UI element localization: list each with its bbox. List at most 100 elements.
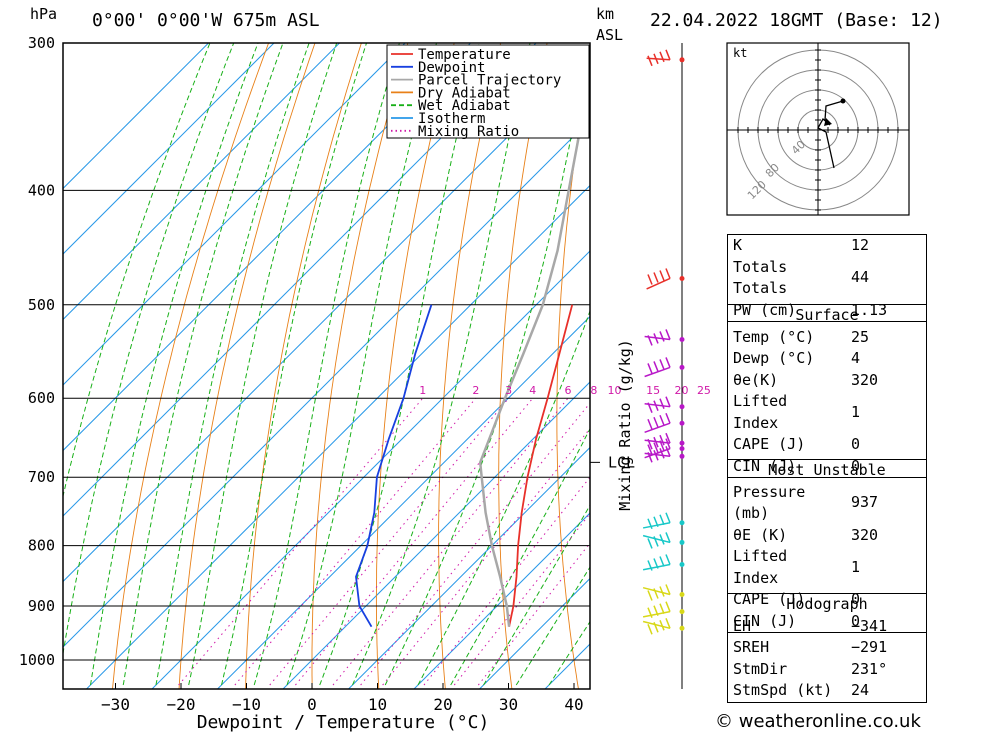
hodograph-endpoint <box>840 98 846 104</box>
y-tick-label: 600 <box>28 389 55 407</box>
wet-adiabat-line <box>63 43 211 498</box>
index-row: K 12 <box>728 235 927 257</box>
mixing-ratio-tick-label: 3 <box>505 384 512 397</box>
most-unstable-row: θE (K) 320 <box>728 525 927 547</box>
row-value: 320 <box>851 370 879 389</box>
isotherm-line <box>347 446 590 689</box>
dry-adiabat-line <box>965 26 1000 690</box>
wind-barb <box>642 584 671 601</box>
row-label: Dewp (°C) <box>733 349 815 367</box>
row-value: 12 <box>851 236 870 254</box>
legend-label: Temperature <box>418 47 511 63</box>
dry-adiabat-line <box>438 43 502 689</box>
isotherm-line <box>282 381 590 689</box>
hodograph-table: Hodograph EH −341 SREH −291 StmDir 231° StmSpd… <box>727 593 927 703</box>
wet-adiabat-line <box>188 43 338 686</box>
row-label: StmDir <box>733 659 788 678</box>
wind-barb <box>642 532 671 549</box>
surface-row: Lifted Index 1 <box>728 391 927 434</box>
dry-adiabat-line <box>311 43 409 689</box>
isotherm-line <box>85 184 590 689</box>
wind-point <box>679 336 685 342</box>
wet-adiabat-line <box>221 43 368 686</box>
wind-point <box>679 625 685 631</box>
dry-adiabat-line <box>498 43 548 689</box>
row-value: 0 <box>851 611 861 630</box>
legend-box <box>386 44 590 139</box>
height-unit-km: km <box>596 5 615 23</box>
isotherm-line <box>63 43 275 255</box>
plot-frame <box>62 42 591 690</box>
row-value: 320 <box>851 525 879 544</box>
isotherm-line <box>216 315 590 689</box>
mixing-ratio-line <box>382 427 590 686</box>
site-credit[interactable]: © weatheronline.co.uk <box>715 711 921 732</box>
surface-row: Dewp (°C) 4 <box>728 348 927 370</box>
most-unstable-row: Lifted Index 1 <box>728 546 927 589</box>
wind-point <box>679 404 685 410</box>
mixing-ratio-tick-label: 4 <box>529 384 536 397</box>
wet-adiabat-line <box>384 44 590 686</box>
surface-title: Surface <box>795 306 859 324</box>
mixing-ratio-line <box>332 397 569 686</box>
row-value: 24 <box>851 681 870 699</box>
wet-adiabat-line <box>319 43 480 686</box>
row-label: Totals Totals <box>733 257 788 298</box>
height-unit-asl: ASL <box>596 26 624 44</box>
wet-adiabat-line <box>286 43 438 686</box>
hodograph-row: EH −341 <box>728 616 927 638</box>
row-label: θe(K) <box>733 370 779 389</box>
wet-adiabat-line <box>63 43 235 657</box>
mixing-ratio-tick-label: 6 <box>565 384 572 397</box>
mixing-ratio-line <box>295 397 534 686</box>
wind-barb <box>646 49 671 67</box>
wind-barb <box>646 268 671 290</box>
indices-table: K 12 Totals Totals 44 PW (cm) 1.13 <box>727 234 927 322</box>
dry-adiabat-line <box>556 59 590 689</box>
wind-point <box>679 591 685 597</box>
mixing-ratio-line <box>269 397 510 686</box>
isotherm-line <box>413 512 590 689</box>
mixing-ratio-tick-label: 25 <box>697 384 711 397</box>
wind-point <box>679 609 685 615</box>
row-value: 1 <box>851 402 861 421</box>
x-axis-label: Dewpoint / Temperature (°C) <box>197 712 490 733</box>
wind-point <box>679 446 685 452</box>
legend-label: Dewpoint <box>418 60 485 76</box>
row-value: 4 <box>851 349 861 367</box>
row-label: Lifted Index <box>733 392 788 432</box>
mixing-ratio-line <box>477 542 590 686</box>
wind-barb <box>644 396 671 413</box>
dry-adiabat-line <box>918 26 1000 690</box>
row-label: SREH <box>733 638 770 656</box>
y-tick-label: 700 <box>28 468 55 486</box>
row-label: CAPE (J) <box>733 590 806 608</box>
wind-barb <box>642 512 671 529</box>
dry-adiabat-line <box>178 43 316 689</box>
most-unstable-row: Pressure (mb) 937 <box>728 482 927 525</box>
mixing-ratio-line <box>178 397 424 686</box>
mixing-ratio-tick-label: 15 <box>646 384 660 397</box>
surface-row: Temp (°C) 25 <box>728 327 927 349</box>
mixing-ratio-tick-label: 1 <box>419 384 426 397</box>
row-value: −341 <box>851 616 888 635</box>
isotherm-line <box>63 43 472 452</box>
row-value: 231° <box>851 659 888 678</box>
dry-adiabat-line <box>668 26 712 690</box>
row-value: 1.13 <box>851 300 888 319</box>
isotherm-line <box>63 43 210 190</box>
x-tick-label: 10 <box>368 695 387 714</box>
wind-barb <box>644 357 671 378</box>
row-label: CAPE (J) <box>733 435 806 453</box>
legend-label: Wet Adiabat <box>418 98 511 114</box>
hodograph-unit: kt <box>733 46 747 60</box>
hodograph-row: SREH −291 <box>728 637 927 659</box>
wind-barb <box>642 618 671 635</box>
mixing-ratio-tick-label: 2 <box>472 384 479 397</box>
y-tick-label: 500 <box>28 296 55 314</box>
row-label: StmSpd (kt) <box>733 681 833 699</box>
wind-point <box>679 453 685 459</box>
pressure-unit: hPa <box>30 5 58 23</box>
x-tick-label: −30 <box>101 695 130 714</box>
hodograph-title: Hodograph <box>786 595 868 613</box>
